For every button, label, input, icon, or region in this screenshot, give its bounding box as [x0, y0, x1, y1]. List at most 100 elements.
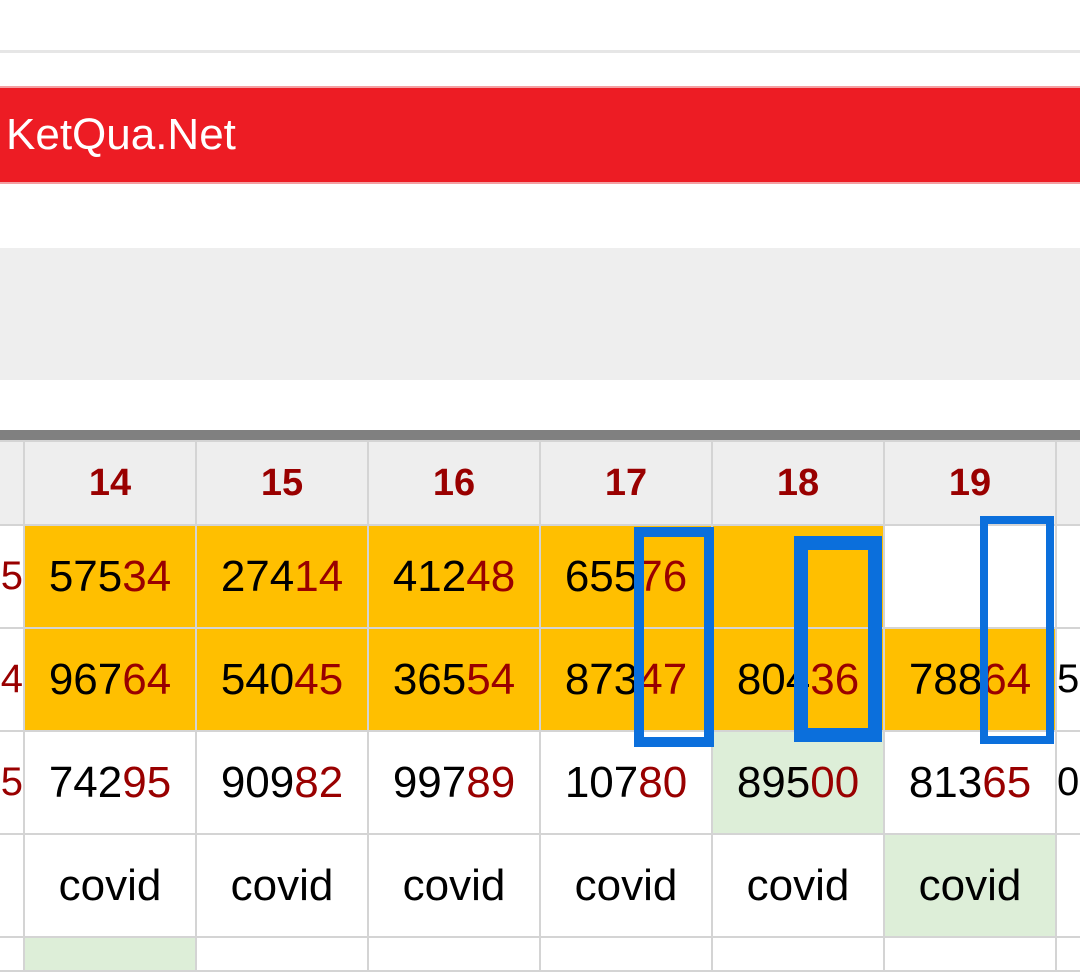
result-cell — [539, 936, 713, 972]
result-cell: 27414 — [195, 524, 369, 629]
number-prefix: covid — [230, 860, 334, 910]
result-cell — [1055, 524, 1080, 629]
result-cell — [1055, 936, 1080, 972]
number-prefix: 909 — [220, 757, 295, 807]
number-last-two-digits: 82 — [294, 757, 344, 807]
column-header — [1055, 440, 1080, 526]
number-last-two-digits: 54 — [466, 654, 516, 704]
number-last-two-digits: 45 — [294, 654, 344, 704]
number-last-two-digits: 64 — [982, 654, 1032, 704]
number-last-two-digits: 14 — [294, 551, 344, 601]
result-cell: covid — [367, 833, 541, 938]
column-header: 19 — [883, 440, 1057, 526]
result-cell: covid — [195, 833, 369, 938]
column-header: 18 — [711, 440, 885, 526]
number-last-two-digits: 80 — [638, 757, 688, 807]
result-cell: 5 — [0, 730, 25, 835]
number-prefix: 813 — [908, 757, 983, 807]
result-cell — [0, 936, 25, 972]
result-cell: 5 — [1055, 627, 1080, 732]
column-header: 17 — [539, 440, 713, 526]
number-prefix: 895 — [736, 757, 811, 807]
number-last-two-digits: 48 — [466, 551, 516, 601]
annotation-box-18 — [794, 536, 882, 742]
number-last-two-digits: 5 — [0, 760, 23, 804]
number-prefix: 742 — [48, 757, 123, 807]
number-prefix: covid — [574, 860, 678, 910]
number-prefix: covid — [746, 860, 850, 910]
result-cell: 41248 — [367, 524, 541, 629]
result-cell: 4 — [0, 627, 25, 732]
number-last-two-digits: 64 — [122, 654, 172, 704]
result-cell: 0 — [1055, 730, 1080, 835]
result-cell: covid — [883, 833, 1057, 938]
number-prefix: 274 — [220, 551, 295, 601]
number-prefix: 655 — [564, 551, 639, 601]
number-last-two-digits: 47 — [638, 654, 688, 704]
result-cell: covid — [539, 833, 713, 938]
table-row: 5 57534 27414 41248 65576 — [0, 524, 1080, 629]
number-last-two-digits: 65 — [982, 757, 1032, 807]
result-cell: 96764 — [23, 627, 197, 732]
result-cell — [23, 936, 197, 972]
number-last-two-digits: 36 — [810, 654, 860, 704]
number-prefix: covid — [402, 860, 506, 910]
result-cell — [1055, 833, 1080, 938]
number-last-two-digits: 00 — [810, 757, 860, 807]
table-top-border — [0, 430, 1080, 440]
number-prefix: 412 — [392, 551, 467, 601]
table-row — [0, 936, 1080, 972]
header-row: 14 15 16 17 18 19 — [0, 440, 1080, 526]
result-cell: 54045 — [195, 627, 369, 732]
number-prefix: 540 — [220, 654, 295, 704]
result-cell — [883, 524, 1057, 629]
number-prefix: 997 — [392, 757, 467, 807]
number-prefix: 967 — [48, 654, 123, 704]
table-row: covid covid covid covid covid covid — [0, 833, 1080, 938]
site-banner[interactable]: KetQua.Net — [0, 86, 1080, 184]
column-header — [0, 440, 25, 526]
result-cell: 10780 — [539, 730, 713, 835]
result-cell: 87347 — [539, 627, 713, 732]
number-prefix: 365 — [392, 654, 467, 704]
number-prefix: covid — [918, 860, 1022, 910]
result-cell: covid — [711, 833, 885, 938]
number-prefix: covid — [58, 860, 162, 910]
column-header: 14 — [23, 440, 197, 526]
result-cell: 81365 — [883, 730, 1057, 835]
result-cell: covid — [23, 833, 197, 938]
number-prefix: 0 — [1057, 760, 1080, 804]
result-cell — [195, 936, 369, 972]
table-row: 4 96764 54045 36554 87347 80436 78864 5 — [0, 627, 1080, 732]
annotation-box-19 — [980, 516, 1054, 744]
top-divider — [0, 50, 1080, 53]
results-table: 14 15 16 17 18 19 5 57534 27414 41248 65576 4 96764… — [0, 440, 1080, 972]
number-last-two-digits: 5 — [0, 554, 23, 598]
result-cell: 36554 — [367, 627, 541, 732]
number-last-two-digits: 34 — [122, 551, 172, 601]
result-cell — [0, 833, 25, 938]
result-cell: 74295 — [23, 730, 197, 835]
column-header: 16 — [367, 440, 541, 526]
number-prefix: 873 — [564, 654, 639, 704]
result-cell: 65576 — [539, 524, 713, 629]
number-prefix: 575 — [48, 551, 123, 601]
column-header: 15 — [195, 440, 369, 526]
result-cell — [367, 936, 541, 972]
result-cell — [883, 936, 1057, 972]
result-cell: 5 — [0, 524, 25, 629]
result-cell: 90982 — [195, 730, 369, 835]
result-cell: 78864 — [883, 627, 1057, 732]
number-last-two-digits: 89 — [466, 757, 516, 807]
table-row: 5 74295 90982 99789 10780 89500 81365 0 — [0, 730, 1080, 835]
annotation-box-17 — [634, 527, 714, 747]
number-prefix: 788 — [908, 654, 983, 704]
number-last-two-digits: 76 — [638, 551, 688, 601]
result-cell: 57534 — [23, 524, 197, 629]
result-cell: 99789 — [367, 730, 541, 835]
ad-placeholder — [0, 248, 1080, 380]
result-cell: 89500 — [711, 730, 885, 835]
number-last-two-digits: 4 — [0, 657, 23, 701]
site-title: KetQua.Net — [6, 110, 236, 159]
result-cell — [711, 936, 885, 972]
